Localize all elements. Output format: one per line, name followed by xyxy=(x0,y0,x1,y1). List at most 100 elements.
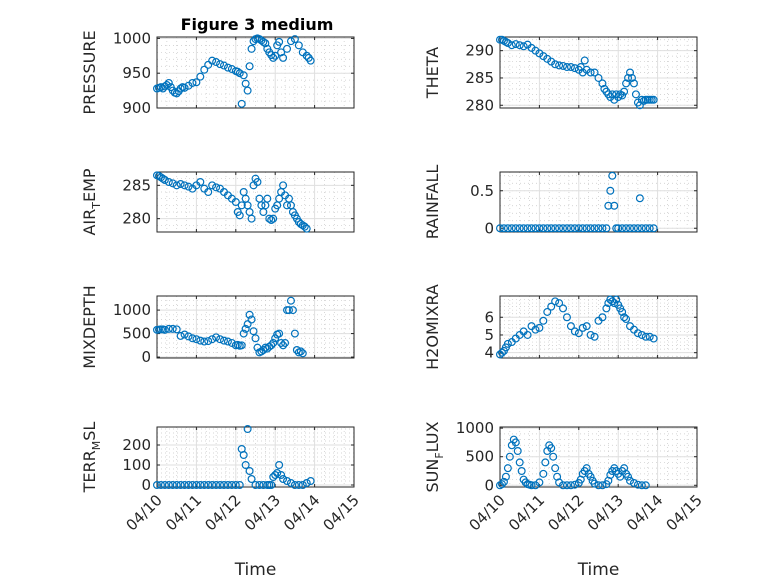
data-point xyxy=(535,323,544,332)
data-point xyxy=(204,337,213,346)
data-point xyxy=(590,479,599,488)
data-point xyxy=(294,481,303,490)
data-point xyxy=(212,58,221,67)
axes-frame xyxy=(156,426,355,488)
data-point xyxy=(273,469,282,478)
data-point xyxy=(586,472,595,481)
data-point xyxy=(499,224,508,233)
data-point xyxy=(259,346,268,355)
data-point xyxy=(562,313,571,322)
data-point xyxy=(245,310,254,319)
x-tick-label: 04/11 xyxy=(162,491,205,534)
data-point xyxy=(618,224,627,233)
data-point xyxy=(505,452,514,461)
data-point xyxy=(606,186,615,195)
data-point xyxy=(219,336,228,345)
data-point xyxy=(306,477,315,486)
data-point xyxy=(269,338,278,347)
data-point xyxy=(618,307,627,316)
data-point xyxy=(562,63,571,72)
data-point xyxy=(501,472,510,481)
data-point xyxy=(223,63,232,72)
data-point xyxy=(249,327,258,336)
data-point xyxy=(559,224,568,233)
data-point xyxy=(153,481,162,490)
data-point xyxy=(277,48,286,57)
data-point xyxy=(212,183,221,192)
data-point xyxy=(267,216,276,225)
data-point xyxy=(645,224,654,233)
data-point xyxy=(294,41,303,50)
data-point xyxy=(204,60,213,69)
data-point xyxy=(168,481,177,490)
y-axis-label: H2OMIXRA xyxy=(423,284,442,370)
data-point xyxy=(216,481,225,490)
data-point xyxy=(633,224,642,233)
panel-pressure: 900 950 1000 PRESSURE xyxy=(80,29,355,117)
data-point xyxy=(511,224,520,233)
data-point xyxy=(549,452,558,461)
data-point xyxy=(602,304,611,313)
data-point xyxy=(604,201,613,210)
data-point xyxy=(216,335,225,344)
axes-frame xyxy=(156,36,355,109)
data-point xyxy=(223,481,232,490)
panel-h2omixra: 456 H2OMIXRA xyxy=(423,284,698,370)
data-point xyxy=(637,481,646,490)
data-point xyxy=(300,222,309,231)
data-point xyxy=(598,481,607,490)
x-tick-label: 04/13 xyxy=(584,491,627,534)
data-point xyxy=(539,224,548,233)
data-point xyxy=(580,56,589,65)
data-point xyxy=(578,224,587,233)
data-point xyxy=(586,68,595,77)
x-tick-label: 04/10 xyxy=(123,491,166,534)
data-point xyxy=(188,78,197,87)
panel-air-temp: 280 285 AIRTEMP xyxy=(80,168,355,236)
data-point xyxy=(594,73,603,82)
x-tick-label: 04/12 xyxy=(201,491,244,534)
y-tick-label: 1000 xyxy=(113,301,151,319)
data-point xyxy=(243,86,252,95)
data-point xyxy=(629,224,638,233)
x-axis-label: Time xyxy=(234,560,277,580)
data-point xyxy=(196,178,205,187)
x-tick-label: 04/10 xyxy=(466,491,509,534)
y-tick-label: 0.5 xyxy=(470,182,494,200)
data-point xyxy=(626,224,635,233)
data-point xyxy=(641,332,650,341)
y-tick-label: 285 xyxy=(465,69,494,87)
data-point xyxy=(629,479,638,488)
data-point xyxy=(231,481,240,490)
data-point xyxy=(635,101,644,110)
axes-frame xyxy=(156,171,355,233)
data-point xyxy=(637,224,646,233)
data-point xyxy=(515,458,524,467)
x-tick-label: 04/14 xyxy=(280,491,323,534)
data-point xyxy=(598,224,607,233)
data-point xyxy=(168,179,177,188)
data-point xyxy=(555,299,564,308)
data-point xyxy=(562,224,571,233)
data-point xyxy=(622,224,631,233)
data-point xyxy=(237,99,246,108)
panel-theta: 280 285 290 THETA xyxy=(423,35,698,114)
y-tick-label: 1000 xyxy=(456,419,494,437)
data-point xyxy=(279,53,288,62)
data-point xyxy=(279,181,288,190)
data-point xyxy=(614,224,623,233)
data-point xyxy=(527,481,536,490)
data-point xyxy=(496,224,505,233)
data-point xyxy=(555,224,564,233)
data-point xyxy=(235,69,244,78)
data-point xyxy=(245,467,254,476)
data-point xyxy=(633,480,642,489)
data-point xyxy=(192,78,201,87)
data-point xyxy=(271,51,280,60)
data-point xyxy=(231,198,240,207)
data-point xyxy=(172,89,181,98)
y-tick-label: 0 xyxy=(141,348,151,366)
y-tick-label: 0 xyxy=(484,476,494,494)
data-point xyxy=(247,44,256,53)
axes-frame xyxy=(499,295,698,359)
